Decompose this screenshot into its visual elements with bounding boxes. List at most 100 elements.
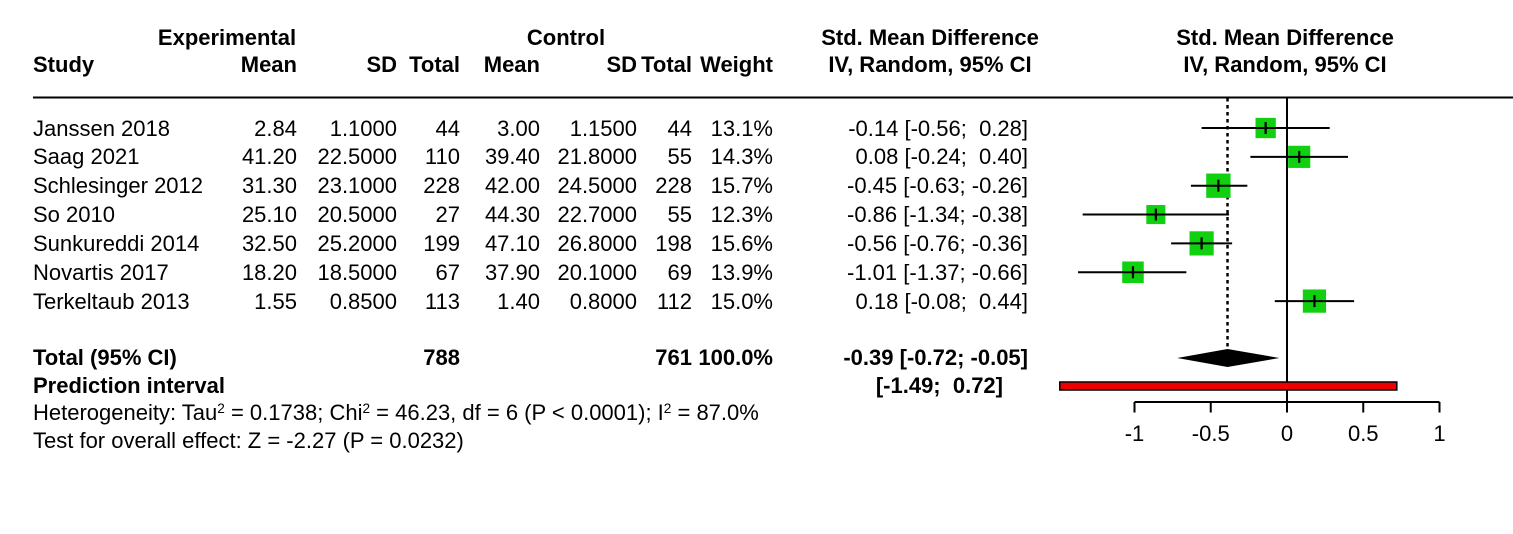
cell-smd-ci: -0.14 [-0.56; 0.28] [848,115,1028,141]
x-axis-tick-label: 0.5 [1348,421,1379,446]
col-header-ctrl-sd: SD [606,52,637,77]
cell-exp-sd: 18.5000 [317,259,397,285]
cell-exp-sd: 25.2000 [317,230,397,256]
total-exp-n: 788 [423,344,460,370]
cell-ctrl-sd: 21.8000 [557,144,637,170]
cell-weight: 13.1% [710,115,773,141]
cell-smd-ci: -0.45 [-0.63; -0.26] [847,173,1028,199]
total-ctrl-n: 761 [655,344,692,370]
cell-weight: 15.6% [710,230,773,256]
cell-ctrl-total: 44 [667,115,692,141]
heterogeneity-superscript: 2 [663,401,672,417]
col-header-exp-total: Total [409,52,460,77]
heterogeneity-text: = 46.23, df = 6 (P < 0.0001); I [370,400,664,425]
cell-ctrl-total: 55 [667,202,692,228]
cell-study: Saag 2021 [33,144,140,170]
heterogeneity-note: Heterogeneity: Tau2 = 0.1738; Chi2 = 46.… [33,399,759,426]
exp-group-header: Experimental [157,25,297,50]
col-header-exp-mean: Mean [240,52,297,77]
cell-exp-mean: 1.55 [254,288,297,314]
cell-weight: 13.9% [710,259,773,285]
cell-ctrl-sd: 0.8000 [569,288,637,314]
cell-smd-ci: -0.86 [-1.34; -0.38] [847,202,1028,228]
cell-study: Terkeltaub 2013 [33,288,190,314]
cell-exp-mean: 32.50 [241,230,297,256]
cell-exp-total: 67 [435,259,460,285]
col-header-ctrl-mean: Mean [483,52,540,77]
cell-ctrl-mean: 47.10 [484,230,540,256]
col-header-weight: Weight [700,52,773,77]
smd-col-title: Std. Mean Difference [821,25,1039,50]
cell-ctrl-sd: 20.1000 [557,259,637,285]
cell-exp-total: 199 [423,230,460,256]
smd-plot-title: Std. Mean Difference [1176,25,1394,50]
cell-exp-total: 27 [435,202,460,228]
cell-ctrl-sd: 22.7000 [557,202,637,228]
cell-weight: 12.3% [710,202,773,228]
cell-ctrl-mean: 1.40 [497,288,540,314]
cell-weight: 14.3% [710,144,773,170]
cell-exp-total: 228 [423,173,460,199]
prediction-interval-label: Prediction interval [33,373,225,398]
heterogeneity-superscript: 2 [217,401,225,417]
x-axis-tick-label: -0.5 [1192,421,1230,446]
cell-study: So 2010 [33,202,115,228]
heterogeneity-text: = 0.1738; Chi [224,400,363,425]
cell-exp-sd: 20.5000 [317,202,397,228]
heterogeneity-superscript: 2 [362,401,371,417]
heterogeneity-text: = 87.0% [671,400,759,425]
cell-smd-ci: -1.01 [-1.37; -0.66] [847,259,1028,285]
cell-exp-mean: 18.20 [241,259,297,285]
smd-plot-subtitle: IV, Random, 95% CI [1183,52,1387,77]
cell-ctrl-mean: 37.90 [484,259,540,285]
cell-weight: 15.7% [710,173,773,199]
cell-exp-mean: 25.10 [241,202,297,228]
prediction-interval-ci: [-1.49; 0.72] [875,373,1003,398]
cell-exp-sd: 1.1000 [329,115,397,141]
cell-smd-ci: -0.56 [-0.76; -0.36] [847,230,1028,256]
cell-ctrl-mean: 44.30 [484,202,540,228]
x-axis-tick-label: -1 [1125,421,1145,446]
cell-study: Novartis 2017 [33,259,169,285]
cell-ctrl-sd: 1.1500 [569,115,637,141]
x-axis-tick-label: 1 [1433,421,1445,446]
heterogeneity-text: Heterogeneity: Tau [33,400,218,425]
prediction-interval-bar [1059,381,1398,391]
col-header-study: Study [33,52,95,77]
cell-exp-total: 113 [424,288,460,314]
cell-ctrl-total: 55 [667,144,692,170]
col-header-ctrl-total: Total [641,52,692,77]
smd-col-subtitle: IV, Random, 95% CI [828,52,1032,77]
x-axis-tick-label: 0 [1281,421,1293,446]
cell-ctrl-sd: 24.5000 [557,173,637,199]
cell-ctrl-mean: 39.40 [484,144,540,170]
cell-study: Sunkureddi 2014 [33,230,200,256]
cell-ctrl-total: 69 [667,259,692,285]
cell-exp-total: 110 [424,144,460,170]
cell-exp-sd: 23.1000 [317,173,397,199]
cell-exp-mean: 41.20 [241,144,297,170]
cell-weight: 15.0% [710,288,773,314]
ctrl-group-header: Control [526,25,606,50]
cell-ctrl-total: 228 [655,173,692,199]
overall-effect-note: Test for overall effect: Z = -2.27 (P = … [33,428,464,453]
cell-exp-mean: 2.84 [254,115,297,141]
cell-smd-ci: 0.18 [-0.08; 0.44] [855,288,1028,314]
cell-smd-ci: 0.08 [-0.24; 0.40] [855,144,1028,170]
cell-study: Schlesinger 2012 [33,173,204,199]
cell-ctrl-sd: 26.8000 [557,230,637,256]
total-row-label: Total (95% CI) [33,344,177,370]
col-header-exp-sd: SD [366,52,397,77]
cell-study: Janssen 2018 [33,115,170,141]
cell-ctrl-total: 198 [655,230,692,256]
cell-ctrl-mean: 42.00 [484,173,540,199]
cell-exp-total: 44 [435,115,460,141]
total-smd-ci: -0.39 [-0.72; -0.05] [843,344,1028,370]
summary-diamond [1177,349,1280,367]
cell-ctrl-mean: 3.00 [497,115,540,141]
cell-exp-sd: 22.5000 [317,144,397,170]
cell-exp-sd: 0.8500 [329,288,397,314]
cell-exp-mean: 31.30 [241,173,297,199]
